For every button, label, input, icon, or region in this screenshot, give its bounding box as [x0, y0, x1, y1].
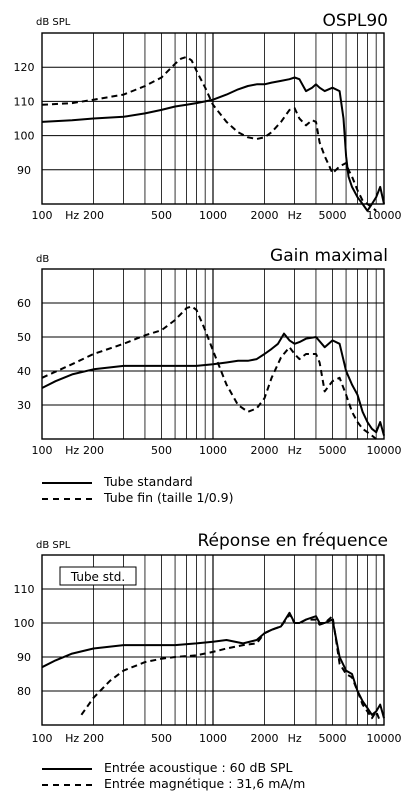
legend-label-acoustic-input: Entrée acoustique : 60 dB SPL: [104, 760, 293, 775]
x-unit-label: Hz: [288, 732, 302, 745]
x-tick-label: 5000: [319, 209, 347, 222]
x-tick-label: 2000: [250, 732, 278, 745]
legend-label-magnetic-input: Entrée magnétique : 31,6 mA/m: [104, 776, 306, 791]
annotation-box: [59, 566, 137, 586]
x-tick-label: 500: [151, 209, 172, 222]
x-tick-label: 500: [151, 444, 172, 457]
y-tick-label: 110: [14, 95, 35, 108]
x-tick-label: 200: [83, 209, 104, 222]
chart-title: Gain maximal: [270, 246, 388, 266]
x-unit-label: Hz: [288, 444, 302, 457]
x-tick-label: 100: [32, 209, 53, 222]
y-tick-label: 60: [17, 297, 31, 310]
series-line-dashed: [80, 613, 382, 722]
y-tick-label: 90: [17, 651, 31, 664]
y-axis-label: dB SPL: [36, 540, 71, 551]
y-axis-label: dB SPL: [36, 17, 71, 28]
x-tick-label: 5000: [319, 732, 347, 745]
x-unit-label: Hz: [65, 444, 79, 457]
legend-label-tube-standard: Tube standard: [104, 474, 193, 489]
x-unit-label: Hz: [288, 209, 302, 222]
chart-1: 120 110 100 90 100 200 Hz 500 1000 2000 Hz 5000 1000…: [14, 11, 402, 222]
series-line-solid: [41, 76, 385, 212]
x-tick-label: 1000: [199, 209, 227, 222]
legend-item-tube-fin: Tube fin (taille 1/0.9): [42, 490, 402, 506]
x-unit-label: Hz: [65, 732, 79, 745]
plot-frame: [41, 268, 385, 440]
x-tick-label: 10000: [367, 732, 402, 745]
legend-gain: Tube standard Tube fin (taille 1/0.9): [42, 474, 402, 506]
annotation-label: Tube std.: [70, 570, 125, 584]
legend-swatch-solid: [42, 768, 92, 770]
legend-swatch-solid: [42, 482, 92, 484]
y-tick-label: 100: [14, 617, 35, 630]
y-tick-label: 30: [17, 399, 31, 412]
series-line-dashed: [41, 55, 377, 212]
y-tick-label: 80: [17, 685, 31, 698]
chart-3: 110 100 90 80 100 200 Hz 500 1000 2000 Hz 5000 10000…: [14, 531, 402, 745]
y-tick-label: 90: [17, 164, 31, 177]
x-tick-label: 10000: [367, 209, 402, 222]
chart-2: 60 50 40 30 100 200 Hz 500 1000 2000 Hz 5000 10000 dB…: [17, 246, 402, 457]
legend-response: Entrée acoustique : 60 dB SPL Entrée mag…: [42, 760, 412, 792]
x-tick-label: 2000: [250, 444, 278, 457]
y-tick-label: 40: [17, 365, 31, 378]
x-tick-label: 100: [32, 444, 53, 457]
legend-swatch-dashed: [42, 498, 92, 500]
chart-title: OSPL90: [322, 11, 388, 31]
y-tick-label: 110: [14, 583, 35, 596]
legend-label-tube-fin: Tube fin (taille 1/0.9): [104, 490, 234, 505]
legend-item-magnetic-input: Entrée magnétique : 31,6 mA/m: [42, 776, 412, 792]
y-axis-label: dB: [36, 254, 49, 265]
plot-frame: [41, 32, 385, 205]
y-tick-label: 120: [14, 61, 35, 74]
legend-item-acoustic-input: Entrée acoustique : 60 dB SPL: [42, 760, 412, 776]
y-tick-label: 100: [14, 130, 35, 143]
legend-swatch-dashed: [42, 784, 92, 786]
x-tick-label: 5000: [319, 444, 347, 457]
series-line-solid: [41, 332, 385, 436]
x-unit-label: Hz: [65, 209, 79, 222]
plot-frame: [41, 554, 385, 726]
series-line-dashed: [41, 305, 377, 440]
x-tick-label: 1000: [199, 732, 227, 745]
x-tick-label: 200: [83, 732, 104, 745]
y-tick-label: 50: [17, 331, 31, 344]
legend-item-tube-standard: Tube standard: [42, 474, 402, 490]
x-tick-label: 10000: [367, 444, 402, 457]
x-tick-label: 200: [83, 444, 104, 457]
chart-title: Réponse en fréquence: [198, 531, 389, 551]
x-tick-label: 100: [32, 732, 53, 745]
x-tick-label: 500: [151, 732, 172, 745]
x-tick-label: 1000: [199, 444, 227, 457]
x-tick-label: 2000: [250, 209, 278, 222]
